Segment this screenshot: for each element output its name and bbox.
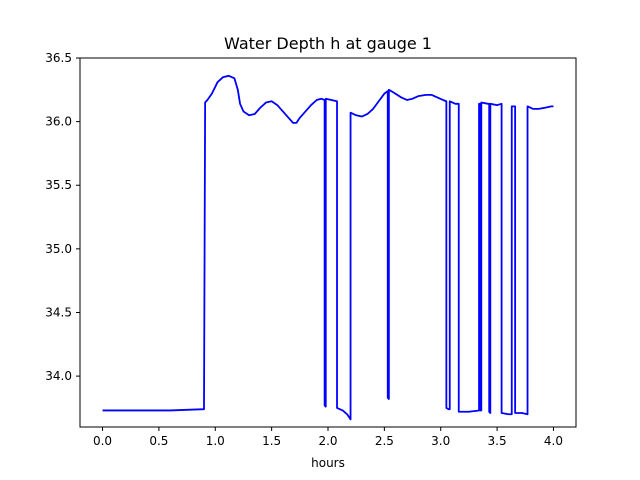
- y-tick-label: 34.5: [45, 305, 72, 319]
- y-tick-label: 36.5: [45, 51, 72, 65]
- y-tick-label: 35.5: [45, 178, 72, 192]
- x-tick-label: 3.5: [488, 434, 507, 448]
- x-tick-label: 0.0: [93, 434, 112, 448]
- y-tick-label: 35.0: [45, 242, 72, 256]
- x-tick-label: 4.0: [544, 434, 563, 448]
- x-tick-label: 1.0: [206, 434, 225, 448]
- y-axis: 34.0 34.5 35.0 35.5 36.0 36.5: [45, 51, 80, 383]
- x-axis-label: hours: [311, 456, 345, 470]
- data-layer: [102, 74, 554, 421]
- y-tick-label: 36.0: [45, 115, 72, 129]
- x-axis: 0.0 0.5 1.0 1.5 2.0 2.5 3.0 3.5 4.0: [93, 427, 563, 448]
- chart-title: Water Depth h at gauge 1: [224, 34, 432, 53]
- x-tick-label: 3.0: [431, 434, 450, 448]
- x-tick-label: 2.0: [318, 434, 337, 448]
- x-tick-label: 0.5: [149, 434, 168, 448]
- series-line-water-depth: [102, 74, 554, 421]
- x-tick-label: 1.5: [262, 434, 281, 448]
- y-tick-label: 34.0: [45, 369, 72, 383]
- x-tick-label: 2.5: [375, 434, 394, 448]
